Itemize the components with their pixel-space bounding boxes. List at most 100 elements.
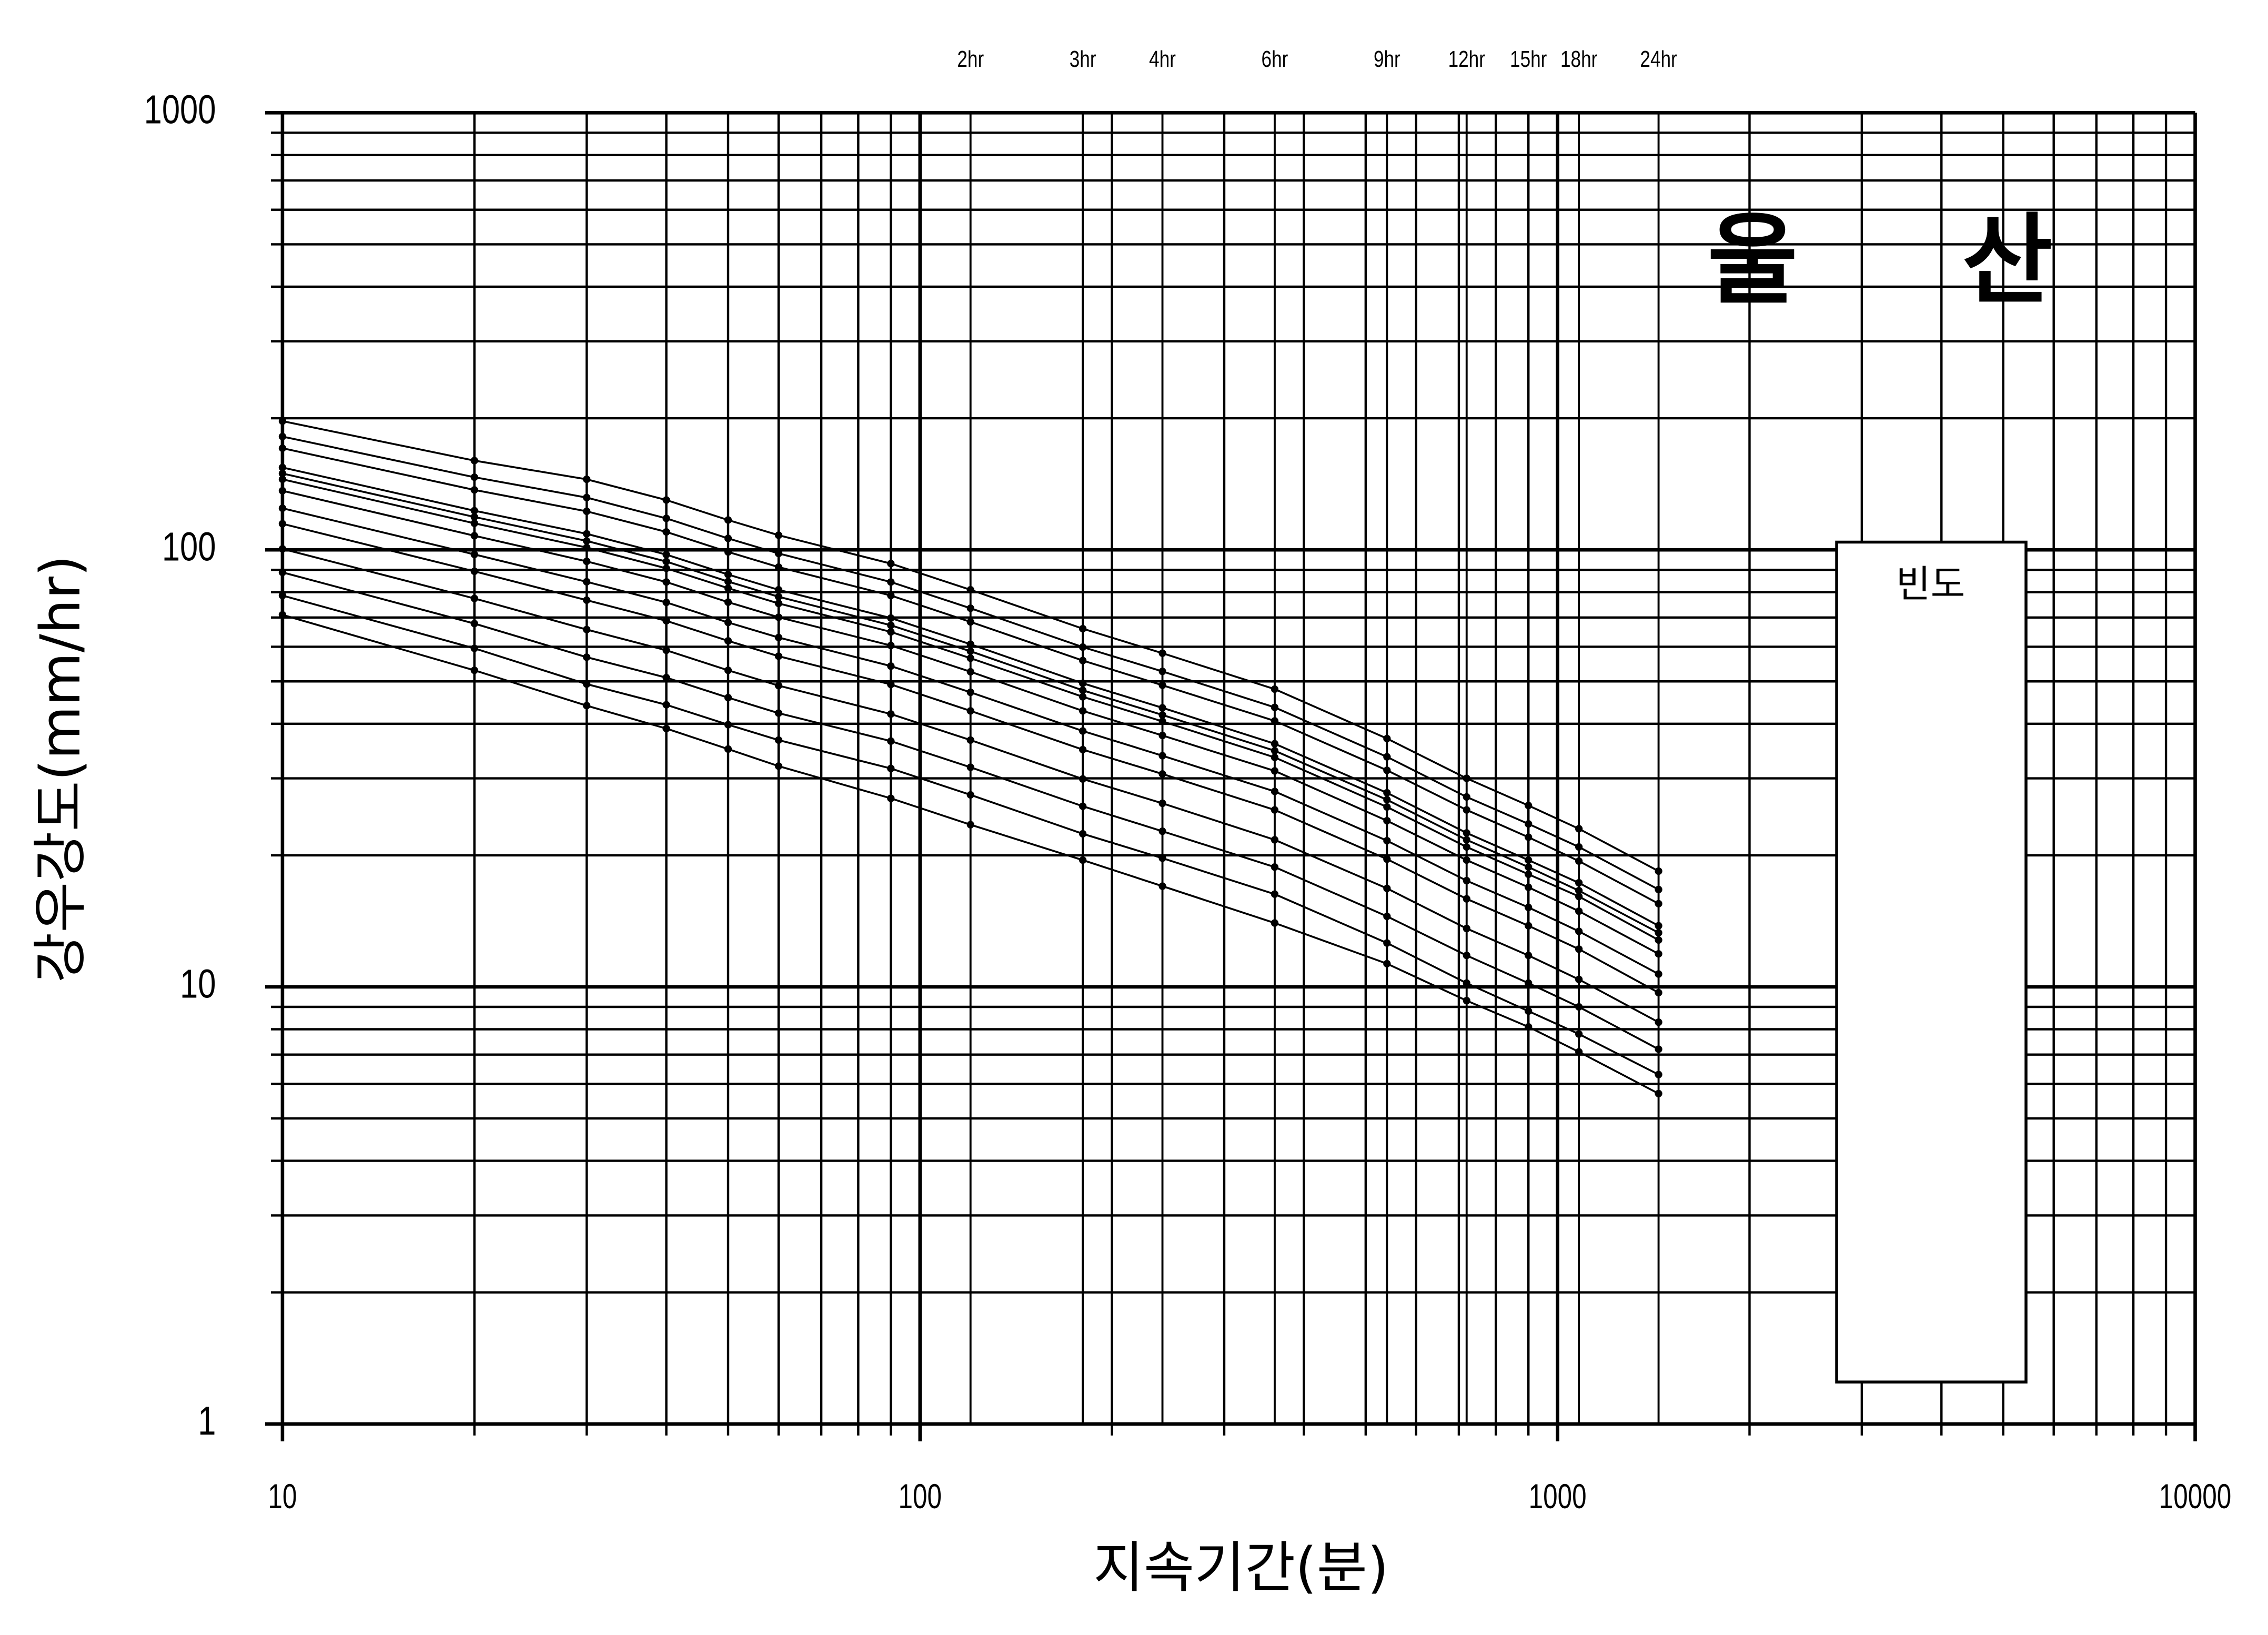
data-point [1158, 718, 1166, 725]
data-point [966, 707, 974, 715]
data-point [470, 532, 478, 540]
data-point [774, 563, 783, 571]
series-line [282, 478, 1659, 941]
data-point [1525, 833, 1533, 841]
data-point [1525, 1007, 1533, 1015]
x-axis-label: 지속기간(분) [1093, 1536, 1389, 1600]
data-point [662, 528, 670, 536]
data-point [582, 537, 591, 545]
series-line [282, 490, 1659, 955]
data-point [724, 598, 732, 606]
x-tick-label: 1000 [1529, 1477, 1587, 1516]
data-point [724, 619, 732, 627]
data-point [1158, 668, 1166, 675]
data-point [1158, 681, 1166, 689]
data-point [724, 548, 732, 556]
legend-title: 빈도 [1896, 562, 1965, 606]
data-point [1383, 766, 1391, 774]
data-point [582, 680, 591, 688]
data-point [662, 617, 670, 625]
data-point [1575, 945, 1583, 953]
data-point [1575, 1030, 1583, 1038]
data-point [662, 578, 670, 586]
data-point [1158, 799, 1166, 808]
data-point [887, 764, 895, 772]
data-point [1525, 802, 1533, 810]
data-point [1575, 857, 1583, 865]
series-line [282, 420, 1659, 872]
data-point [1158, 711, 1166, 719]
data-point [887, 578, 895, 586]
data-point [1079, 745, 1087, 754]
data-point [1463, 952, 1470, 960]
data-point [662, 564, 670, 572]
top-duration-label: 4hr [1149, 46, 1176, 72]
data-point [278, 444, 287, 452]
data-point [1271, 788, 1279, 795]
data-point [1079, 657, 1087, 664]
series-line [282, 436, 1659, 891]
data-point [1463, 856, 1470, 864]
data-point [1271, 919, 1279, 927]
top-duration-label: 18hr [1560, 46, 1597, 72]
data-point [1079, 707, 1087, 715]
data-point [1463, 793, 1470, 801]
data-point [662, 598, 670, 607]
series-line [282, 571, 1659, 1051]
data-point [887, 662, 895, 670]
data-point [662, 647, 670, 654]
y-axis-label: 강우강도(mm/hr) [28, 555, 93, 983]
data-point [1525, 856, 1533, 864]
data-point [1463, 836, 1470, 844]
data-point [1525, 903, 1533, 912]
data-point [966, 640, 974, 648]
data-point [1079, 856, 1087, 864]
data-point [1158, 704, 1166, 712]
data-point [662, 551, 670, 559]
data-point [662, 558, 670, 566]
data-point [470, 667, 478, 674]
data-point [1525, 883, 1533, 891]
series-line [282, 522, 1659, 994]
data-point [470, 519, 478, 527]
data-point [887, 621, 895, 629]
data-point [774, 633, 783, 642]
data-point [966, 654, 974, 662]
data-point [724, 693, 732, 702]
data-point [966, 604, 974, 612]
data-point [278, 463, 287, 471]
data-point [966, 668, 974, 676]
data-point [1463, 774, 1470, 782]
data-point [887, 591, 895, 600]
data-point [662, 673, 670, 682]
data-point [470, 513, 478, 521]
data-point [1079, 775, 1087, 783]
data-point [774, 586, 783, 594]
data-point [887, 710, 895, 718]
data-point [1463, 924, 1470, 933]
y-tick-label: 100 [162, 524, 216, 569]
data-point [774, 682, 783, 690]
data-point [582, 702, 591, 710]
data-point [1158, 854, 1166, 862]
data-point [1383, 939, 1391, 947]
data-point [1525, 1023, 1533, 1031]
data-point [1383, 803, 1391, 811]
data-point [1525, 979, 1533, 987]
data-point [774, 652, 783, 660]
data-point [1463, 997, 1470, 1005]
data-point [1383, 912, 1391, 921]
data-point [1271, 806, 1279, 814]
y-tick-label: 1000 [144, 87, 216, 132]
data-point [582, 493, 591, 501]
data-point [662, 496, 670, 504]
data-point [1271, 740, 1279, 748]
data-point [887, 641, 895, 650]
data-point [1463, 806, 1470, 814]
top-duration-label: 24hr [1640, 46, 1677, 72]
data-point [582, 543, 591, 552]
data-point [1383, 960, 1391, 968]
top-duration-label: 15hr [1510, 46, 1547, 72]
data-point [1575, 886, 1583, 895]
